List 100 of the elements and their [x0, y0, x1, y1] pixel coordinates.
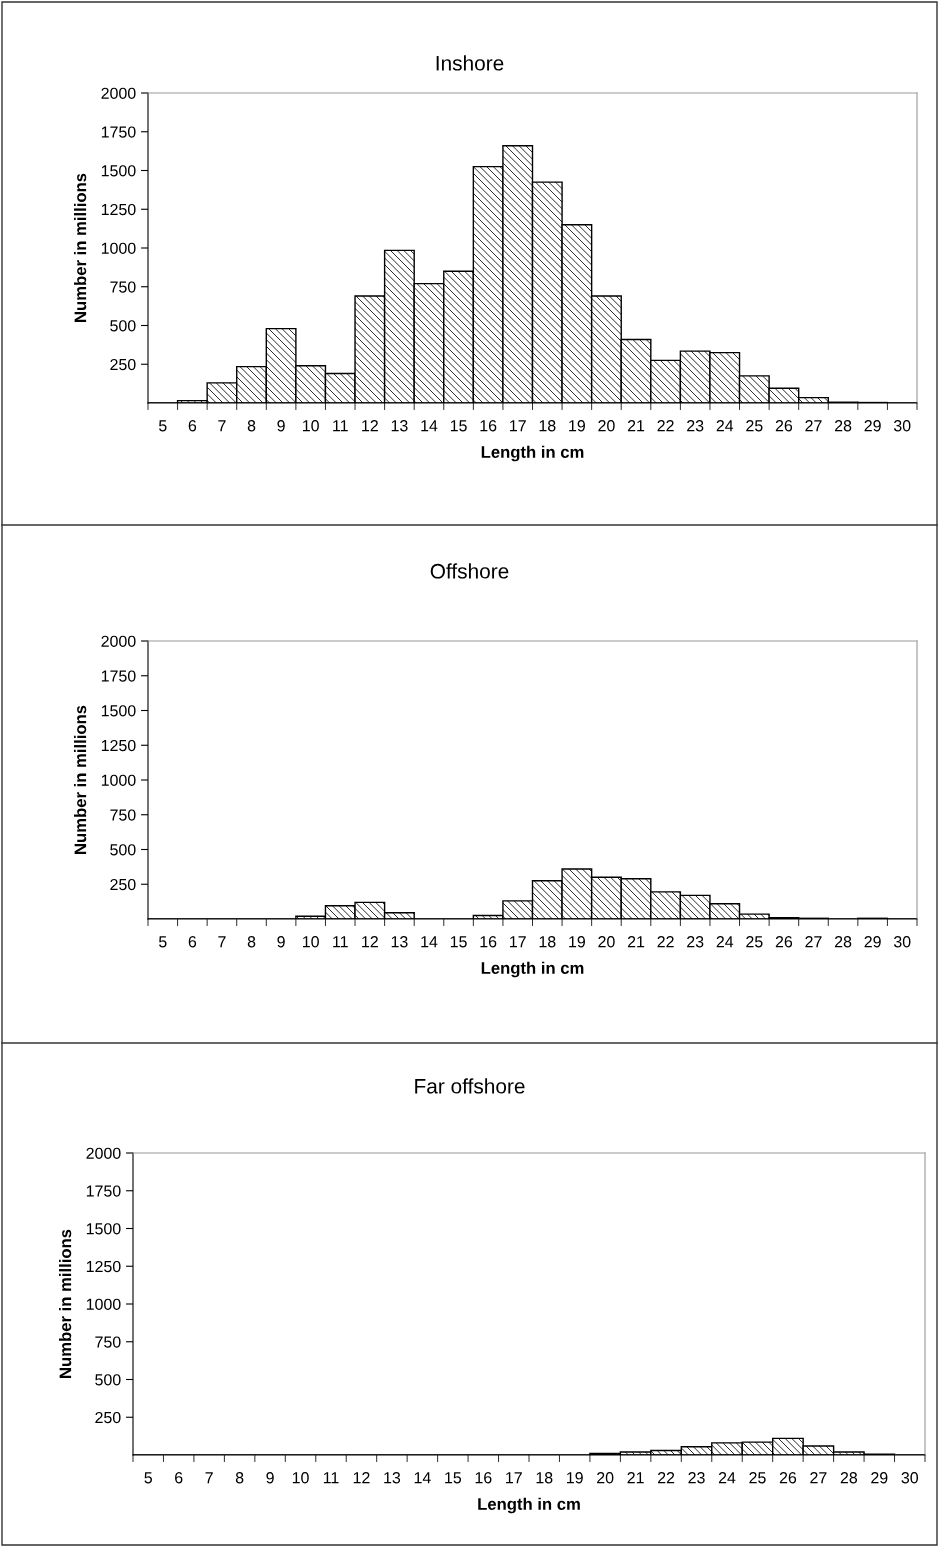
x-tick-label: 20	[598, 420, 615, 432]
x-tick-label: 22	[657, 936, 674, 948]
x-tick-label: 17	[510, 420, 526, 432]
x-tick-label: 21	[627, 1472, 644, 1484]
x-tick-label: 27	[805, 936, 822, 948]
x-tick-label: 24	[716, 420, 734, 432]
x-tick-label: 24	[718, 1472, 736, 1484]
x-tick-label: 15	[450, 936, 467, 948]
x-axis-title: Length in cm	[481, 445, 584, 462]
y-tick-label: 250	[110, 878, 136, 891]
x-tick-label: 10	[292, 1472, 309, 1484]
x-tick-label: 9	[277, 936, 285, 948]
y-tick-label: 750	[110, 809, 136, 821]
y-tick-label: 1250	[86, 1260, 121, 1273]
y-tick-label: 1500	[101, 705, 136, 717]
x-tick-label: 25	[746, 936, 763, 948]
x-tick-label: 7	[218, 420, 226, 432]
x-tick-label: 14	[421, 420, 438, 432]
y-axis-title: Number in millions	[59, 1229, 72, 1378]
x-tick-label: 25	[749, 1472, 766, 1484]
x-tick-label: 7	[218, 936, 226, 948]
y-tick-label: 250	[95, 1411, 121, 1424]
x-tick-label: 8	[247, 420, 256, 432]
x-tick-label: 22	[658, 1472, 675, 1484]
x-tick-label: 19	[569, 936, 585, 948]
x-tick-label: 5	[158, 420, 167, 432]
chart-title: Far offshore	[415, 1078, 525, 1094]
x-tick-label: 17	[510, 936, 526, 948]
x-tick-label: 29	[864, 936, 881, 948]
x-tick-label: 6	[188, 420, 197, 432]
x-tick-label: 24	[716, 936, 734, 948]
x-tick-label: 27	[810, 1472, 827, 1484]
y-tick-label: 500	[110, 320, 136, 332]
x-tick-label: 19	[569, 420, 585, 432]
x-tick-label: 15	[445, 1472, 462, 1484]
x-tick-label: 18	[539, 420, 556, 432]
x-tick-label: 29	[871, 1472, 888, 1484]
x-tick-label: 14	[421, 936, 438, 948]
x-tick-label: 26	[775, 936, 793, 948]
y-tick-label: 750	[95, 1336, 121, 1348]
y-tick-label: 1500	[101, 165, 136, 177]
x-tick-label: 28	[840, 1472, 858, 1484]
x-tick-label: 18	[536, 1472, 553, 1484]
x-tick-label: 23	[687, 420, 704, 432]
x-tick-label: 23	[688, 1472, 705, 1484]
y-tick-label: 2000	[101, 635, 136, 647]
x-tick-label: 5	[158, 936, 167, 948]
y-axis-title: Number in millions	[74, 705, 87, 854]
x-tick-label: 11	[333, 936, 348, 948]
x-tick-label: 16	[480, 936, 497, 948]
x-tick-label: 23	[687, 936, 704, 948]
x-tick-label: 30	[901, 1472, 919, 1484]
x-tick-label: 21	[627, 936, 645, 948]
x-tick-label: 30	[893, 420, 911, 432]
x-tick-label: 20	[597, 1472, 614, 1484]
y-axis-title: Number in millions	[74, 173, 87, 322]
chart-title: Offshore	[430, 563, 509, 579]
y-tick-label: 1000	[101, 242, 136, 254]
y-tick-label: 750	[110, 281, 136, 293]
chart-title: Inshore	[436, 55, 504, 71]
x-tick-label: 12	[362, 936, 378, 948]
x-tick-label: 12	[362, 420, 378, 432]
x-tick-label: 29	[864, 420, 881, 432]
y-tick-label: 1250	[101, 203, 136, 216]
x-tick-label: 8	[247, 936, 256, 948]
x-tick-label: 13	[391, 420, 408, 432]
x-tick-label: 14	[414, 1472, 431, 1484]
y-tick-label: 1750	[86, 1185, 121, 1197]
x-tick-label: 28	[834, 420, 852, 432]
y-tick-label: 250	[110, 358, 136, 371]
y-tick-label: 1000	[101, 774, 136, 786]
x-tick-label: 25	[746, 420, 763, 432]
x-tick-label: 21	[627, 420, 645, 432]
x-tick-label: 26	[779, 1472, 797, 1484]
x-axis-title: Length in cm	[481, 961, 584, 978]
x-tick-label: 30	[893, 936, 911, 948]
x-tick-label: 26	[775, 420, 793, 432]
x-tick-label: 13	[391, 936, 408, 948]
y-tick-label: 500	[95, 1374, 121, 1386]
x-tick-label: 7	[205, 1472, 213, 1484]
x-tick-label: 10	[303, 936, 319, 948]
x-tick-label: 28	[834, 936, 852, 948]
x-tick-label: 9	[277, 420, 285, 432]
y-tick-label: 1000	[86, 1298, 121, 1310]
x-tick-label: 13	[384, 1472, 401, 1484]
x-tick-label: 16	[480, 420, 497, 432]
x-tick-label: 22	[657, 420, 674, 432]
y-tick-label: 500	[110, 844, 136, 856]
x-tick-label: 27	[805, 420, 822, 432]
y-tick-label: 2000	[86, 1147, 121, 1159]
x-tick-label: 15	[450, 420, 467, 432]
x-tick-label: 11	[323, 1472, 339, 1484]
x-tick-label: 19	[567, 1472, 583, 1484]
x-tick-label: 9	[266, 1472, 274, 1484]
x-tick-label: 18	[539, 936, 556, 948]
x-tick-label: 8	[235, 1472, 244, 1484]
x-tick-label: 20	[598, 936, 615, 948]
x-tick-label: 16	[475, 1472, 492, 1484]
x-tick-label: 12	[353, 1472, 370, 1484]
x-tick-label: 17	[506, 1472, 522, 1484]
